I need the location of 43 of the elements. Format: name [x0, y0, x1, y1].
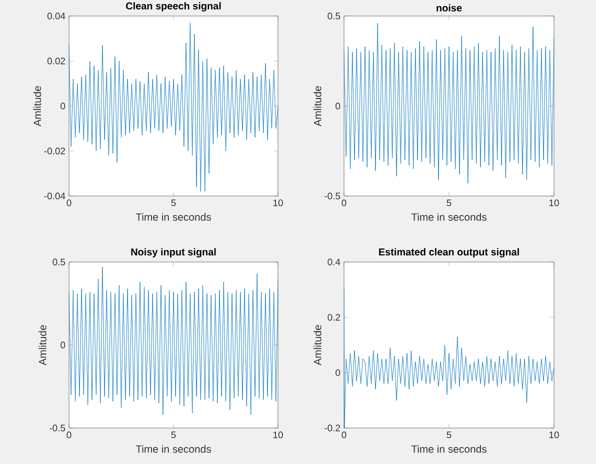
x-tick-label: 10 [549, 432, 559, 438]
y-tick-label: -0.5 [50, 424, 66, 432]
x-tick-label: 5 [446, 200, 452, 206]
x-tick-label: 0 [66, 432, 72, 438]
chart-title: Estimated clean output signal [379, 248, 519, 258]
y-tick-label: 0.5 [328, 12, 340, 20]
x-tick-label: 5 [446, 432, 452, 438]
x-tick-label: 5 [171, 200, 176, 206]
x-tick-label: 0 [66, 200, 72, 206]
x-axis-title: Time in seconds [411, 213, 486, 221]
x-tick-label: 10 [549, 200, 559, 206]
x-tick-label: 0 [342, 200, 346, 206]
y-tick-label: -0.04 [44, 192, 66, 200]
y-axis-title: Amlitude [38, 325, 46, 366]
y-tick-label: 0 [60, 342, 66, 348]
y-tick-label: 0.2 [328, 314, 340, 321]
line-series [344, 286, 554, 428]
y-tick-label: -0.2 [324, 424, 340, 432]
y-tick-label: 0 [336, 102, 340, 110]
y-axis-title: Amlitude [314, 86, 322, 126]
chart-title: Noisy input signal [131, 248, 216, 258]
chart-title: noise [436, 4, 462, 12]
y-tick-label: 0.5 [52, 258, 66, 266]
y-axis-title: Amlitude [33, 86, 42, 126]
y-tick-label: -0.5 [324, 192, 340, 200]
chart-title: Clean speech signal [126, 2, 221, 12]
x-tick-label: 5 [171, 432, 176, 438]
line-series [69, 22, 278, 192]
x-axis-title: Time in seconds [411, 445, 486, 453]
y-tick-label: 0.04 [47, 12, 66, 20]
y-tick-label: -0.02 [44, 148, 66, 154]
x-tick-label: 10 [273, 432, 283, 438]
x-axis-title: Time in seconds [136, 213, 211, 221]
y-tick-label: 0.02 [47, 58, 66, 64]
line-series [69, 266, 278, 415]
y-tick-label: 0.4 [328, 258, 340, 266]
y-tick-label: 0 [60, 102, 66, 110]
line-series [344, 22, 554, 184]
x-axis-title: Time in seconds [136, 445, 211, 453]
x-tick-label: 0 [342, 432, 346, 438]
y-axis-title: Amlitude [314, 325, 322, 366]
x-tick-label: 10 [273, 200, 283, 206]
y-tick-label: 0 [336, 369, 340, 376]
